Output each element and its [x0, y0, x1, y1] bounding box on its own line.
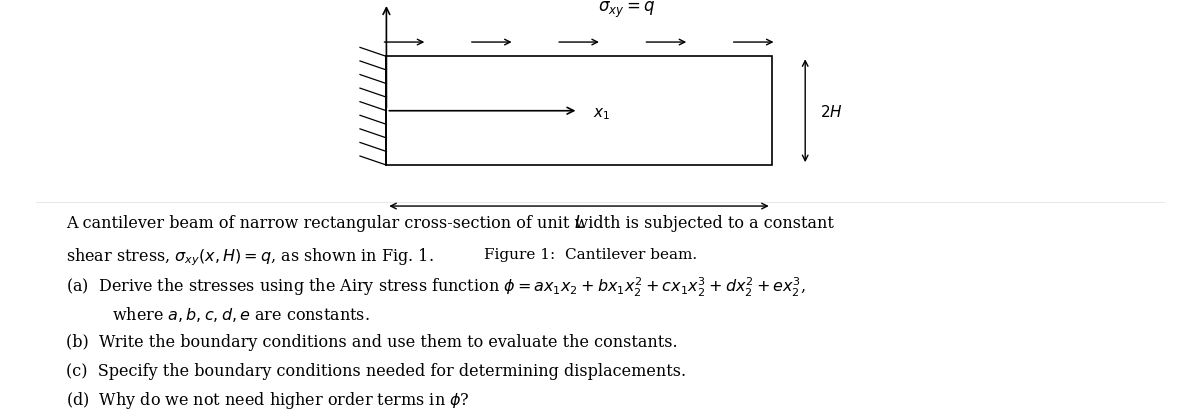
Text: Figure 1:  Cantilever beam.: Figure 1: Cantilever beam. — [485, 247, 697, 261]
Text: $2H$: $2H$ — [820, 103, 842, 119]
Text: where $a, b, c, d, e$ are constants.: where $a, b, c, d, e$ are constants. — [112, 305, 370, 324]
Text: (d)  Why do we not need higher order terms in $\phi$?: (d) Why do we not need higher order term… — [66, 389, 470, 409]
Text: $x_1$: $x_1$ — [593, 106, 610, 121]
Text: (b)  Write the boundary conditions and use them to evaluate the constants.: (b) Write the boundary conditions and us… — [66, 333, 678, 350]
Text: (c)  Specify the boundary conditions needed for determining displacements.: (c) Specify the boundary conditions need… — [66, 362, 686, 379]
Text: shear stress, $\sigma_{xy}(x, H) = q$, as shown in Fig. 1.: shear stress, $\sigma_{xy}(x, H) = q$, a… — [66, 245, 433, 267]
Text: $\sigma_{xy} = q$: $\sigma_{xy} = q$ — [599, 0, 655, 20]
Text: A cantilever beam of narrow rectangular cross-section of unit width is subjected: A cantilever beam of narrow rectangular … — [66, 214, 834, 231]
Text: $L$: $L$ — [574, 215, 584, 231]
Bar — [386, 57, 772, 166]
Text: (a)  Derive the stresses using the Airy stress function $\phi = ax_1x_2 + bx_1x_: (a) Derive the stresses using the Airy s… — [66, 275, 805, 299]
